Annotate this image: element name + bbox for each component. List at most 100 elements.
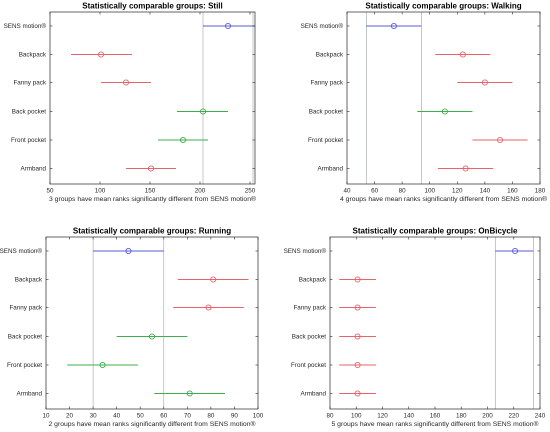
axes-box (45, 236, 259, 410)
x-tick-label: 250 (245, 188, 256, 195)
axes-box (346, 11, 541, 185)
y-tick-label: Front pocket (7, 362, 42, 369)
y-tick-label: Back pocket (292, 334, 327, 341)
y-tick-label: SENS motion® (4, 22, 47, 30)
y-tick-label: Back pocket (8, 334, 43, 341)
x-tick-label: 10 (42, 413, 50, 420)
mean-marker-2 (354, 276, 361, 283)
x-axis-label: 5 groups have mean ranks significantly d… (332, 420, 539, 428)
mean-marker-3 (354, 304, 361, 311)
y-tick-label: Armband (20, 166, 46, 173)
x-tick-label: 60 (160, 413, 168, 420)
x-tick-label: 80 (207, 413, 215, 420)
mean-marker-2 (97, 51, 105, 58)
x-tick-label: 80 (399, 188, 407, 195)
x-tick-label: 140 (480, 188, 491, 195)
x-tick-label: 200 (482, 413, 493, 420)
y-tick-label: Backpack (15, 277, 43, 284)
y-tick-label: Backpack (19, 52, 47, 59)
x-axis-label: 2 groups have mean ranks significantly d… (49, 420, 256, 428)
y-tick-label: Front pocket (308, 137, 343, 144)
mean-marker-4 (354, 333, 361, 340)
y-tick-label: Front pocket (291, 362, 326, 369)
x-tick-label: 60 (371, 188, 379, 195)
x-tick-label: 120 (377, 413, 388, 420)
x-tick-label: 160 (507, 188, 518, 195)
panel-title: Statistically comparable groups: Running (73, 227, 231, 236)
mean-marker-5 (99, 361, 106, 369)
mean-marker-2 (459, 51, 466, 58)
y-tick-label: Back pocket (309, 109, 344, 116)
x-tick-label: 180 (535, 188, 546, 195)
x-axis-label: 3 groups have mean ranks significantly d… (49, 195, 256, 203)
plot-area (330, 237, 540, 409)
mean-marker-6 (186, 390, 193, 397)
mean-marker-1 (390, 22, 397, 30)
x-tick-label: 100 (95, 188, 106, 195)
y-tick-label: Fanny pack (293, 305, 326, 312)
x-axis-label: 4 groups have mean ranks significantly d… (340, 195, 547, 203)
mean-marker-4 (199, 108, 207, 115)
y-tick-label: SENS motion® (0, 247, 42, 255)
mean-marker-1 (224, 22, 232, 30)
x-tick-label: 120 (452, 188, 463, 195)
x-tick-label: 100 (351, 413, 362, 420)
mean-marker-6 (462, 165, 469, 172)
x-tick-label: 180 (456, 413, 467, 420)
mean-marker-4 (441, 108, 448, 115)
mean-marker-1 (512, 247, 519, 255)
y-tick-label: Backpack (299, 277, 327, 284)
y-tick-label: Fanny pack (9, 305, 42, 312)
axes-box (49, 11, 256, 185)
mean-marker-3 (481, 79, 488, 86)
plot-area (50, 12, 255, 184)
y-tick-label: Armband (16, 391, 42, 398)
mean-marker-1 (125, 247, 132, 255)
x-tick-label: 90 (231, 413, 239, 420)
x-tick-label: 240 (535, 413, 546, 420)
x-tick-label: 220 (508, 413, 519, 420)
panel-title: Statistically comparable groups: Walking (365, 2, 521, 11)
x-tick-label: 80 (326, 413, 334, 420)
mean-marker-4 (148, 333, 156, 340)
panel-title: Statistically comparable groups: OnBicyc… (353, 227, 518, 236)
y-tick-label: Armband (300, 391, 326, 398)
panel-4: SENS motion® Backpack Fanny pack Back pocke… (284, 227, 546, 429)
y-tick-label: Backpack (316, 52, 344, 59)
x-tick-label: 70 (184, 413, 192, 420)
panel-title: Statistically comparable groups: Still (82, 2, 222, 11)
mean-marker-6 (147, 165, 155, 172)
x-tick-label: 50 (46, 188, 54, 195)
y-tick-label: Fanny pack (310, 80, 343, 87)
y-tick-label: SENS motion® (301, 22, 344, 30)
x-tick-label: 200 (195, 188, 206, 195)
y-tick-label: Fanny pack (13, 80, 46, 87)
panel-3: SENS motion® Backpack Fanny pack Back pocke… (0, 227, 264, 429)
mean-marker-6 (354, 390, 361, 397)
plot-area (347, 12, 540, 184)
x-tick-label: 20 (66, 413, 74, 420)
y-tick-label: SENS motion® (284, 247, 327, 255)
x-tick-label: 160 (430, 413, 441, 420)
mean-marker-3 (122, 79, 130, 86)
mean-marker-5 (496, 136, 504, 144)
x-tick-label: 100 (253, 413, 264, 420)
panel-2: SENS motion® Backpack Fanny pack Back pocke… (301, 2, 547, 204)
x-tick-label: 50 (137, 413, 145, 420)
x-tick-label: 100 (424, 188, 435, 195)
y-tick-label: Armband (317, 166, 343, 173)
y-tick-label: Front pocket (11, 137, 46, 144)
mean-marker-3 (205, 304, 212, 311)
mean-marker-5 (179, 136, 187, 144)
x-tick-label: 140 (403, 413, 414, 420)
x-tick-label: 150 (145, 188, 156, 195)
mean-marker-5 (354, 361, 361, 369)
panel-1: SENS motion® Backpack Fanny pack Back pocke… (4, 2, 256, 204)
x-tick-label: 40 (343, 188, 351, 195)
x-tick-label: 30 (90, 413, 98, 420)
x-tick-label: 40 (113, 413, 121, 420)
mean-marker-2 (210, 276, 217, 283)
plot-area (46, 237, 258, 409)
y-tick-label: Back pocket (12, 109, 47, 116)
